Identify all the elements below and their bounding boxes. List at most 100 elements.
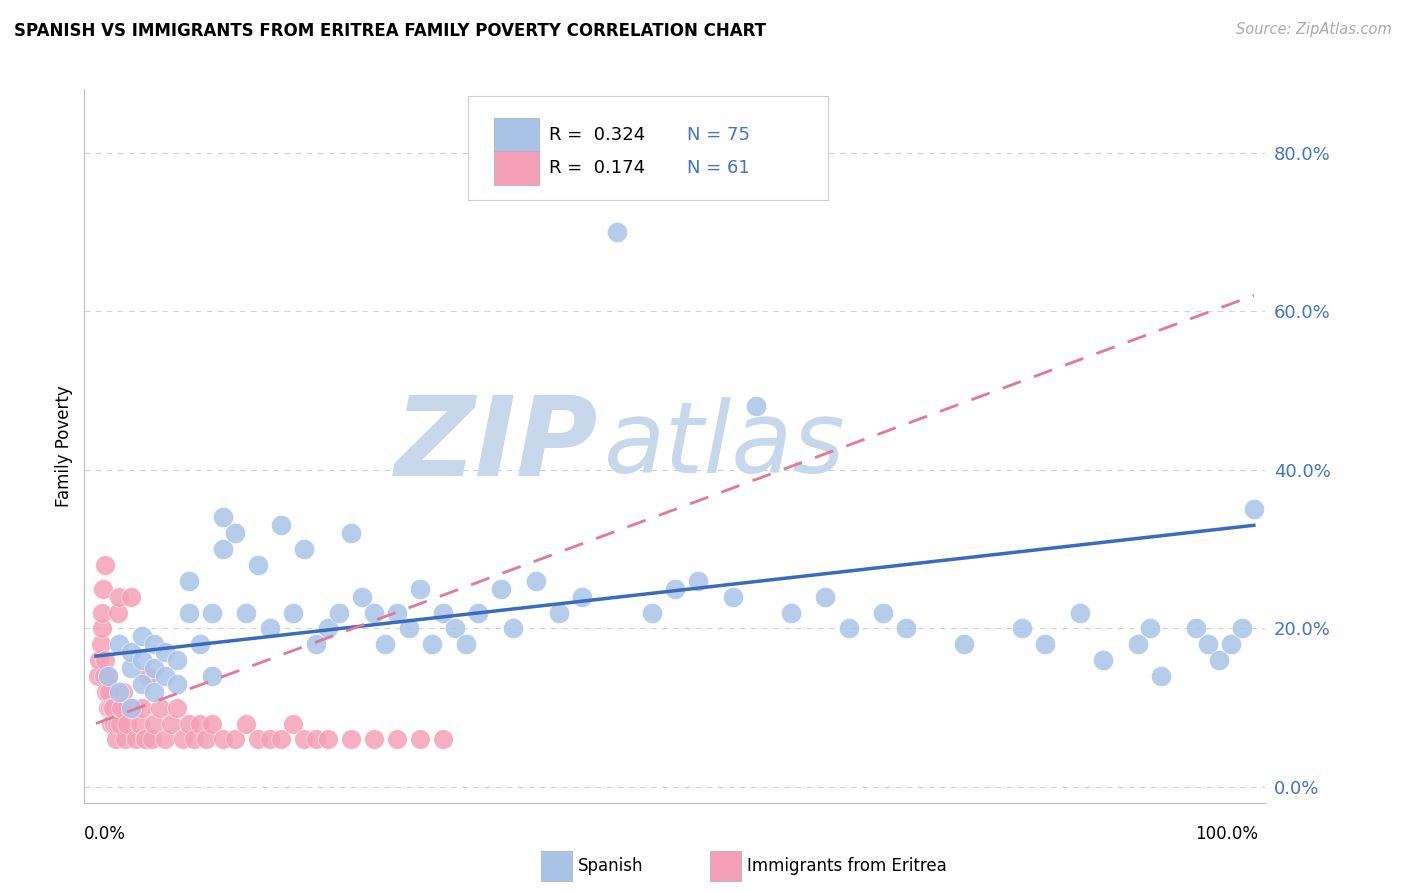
Point [212, 732, 235, 747]
Point [339, 526, 361, 541]
Point [1232, 621, 1254, 635]
Point [721, 590, 744, 604]
Point [259, 621, 281, 635]
Point [94, 653, 117, 667]
FancyBboxPatch shape [468, 96, 828, 200]
Point [87, 669, 110, 683]
Point [115, 716, 138, 731]
Point [89, 653, 111, 667]
Point [183, 732, 205, 747]
Point [131, 653, 153, 667]
Point [212, 542, 235, 557]
Text: N = 75: N = 75 [686, 126, 749, 144]
Point [177, 716, 200, 731]
Point [142, 661, 165, 675]
Point [409, 732, 432, 747]
Point [316, 732, 339, 747]
Point [548, 606, 571, 620]
Point [141, 732, 163, 747]
Point [686, 574, 709, 588]
Point [90, 606, 112, 620]
Point [1011, 621, 1033, 635]
Point [432, 606, 454, 620]
Point [281, 716, 304, 731]
Point [104, 732, 127, 747]
Y-axis label: Family Poverty: Family Poverty [55, 385, 73, 507]
Point [270, 732, 292, 747]
Point [131, 700, 153, 714]
Point [142, 685, 165, 699]
Point [155, 669, 177, 683]
Point [177, 606, 200, 620]
Point [363, 606, 385, 620]
Point [328, 606, 350, 620]
Point [120, 661, 142, 675]
Point [194, 732, 217, 747]
Point [467, 606, 489, 620]
Point [131, 629, 153, 643]
Point [131, 677, 153, 691]
Text: R =  0.174: R = 0.174 [548, 160, 644, 178]
Point [120, 590, 142, 604]
Point [101, 700, 124, 714]
Point [105, 716, 128, 731]
Point [125, 732, 148, 747]
Point [90, 621, 112, 635]
Point [155, 645, 177, 659]
Point [420, 637, 443, 651]
Point [779, 606, 801, 620]
Point [94, 558, 117, 572]
Text: Spanish: Spanish [578, 857, 644, 875]
Point [305, 732, 328, 747]
Text: ZIP: ZIP [395, 392, 598, 500]
Point [90, 637, 112, 651]
Point [120, 645, 142, 659]
Point [456, 637, 478, 651]
Point [108, 685, 131, 699]
Point [838, 621, 860, 635]
Point [606, 225, 628, 239]
Point [896, 621, 918, 635]
Point [96, 669, 118, 683]
Text: Source: ZipAtlas.com: Source: ZipAtlas.com [1236, 22, 1392, 37]
Point [188, 716, 211, 731]
Point [444, 621, 467, 635]
Point [1197, 637, 1219, 651]
Point [247, 732, 270, 747]
Point [201, 669, 224, 683]
Point [1185, 621, 1208, 635]
Point [114, 732, 136, 747]
Point [107, 606, 129, 620]
Point [100, 716, 122, 731]
Point [142, 637, 165, 651]
Point [166, 700, 188, 714]
Point [177, 574, 200, 588]
Point [224, 732, 246, 747]
Point [136, 669, 159, 683]
Point [166, 677, 188, 691]
Point [1219, 637, 1241, 651]
Point [235, 716, 257, 731]
Point [292, 542, 315, 557]
Point [270, 518, 292, 533]
Point [664, 582, 686, 596]
Text: R =  0.324: R = 0.324 [548, 126, 645, 144]
Point [502, 621, 524, 635]
Point [385, 732, 408, 747]
Point [292, 732, 315, 747]
Point [316, 621, 339, 635]
Point [385, 606, 408, 620]
Point [1126, 637, 1149, 651]
Point [201, 716, 224, 731]
Point [111, 685, 134, 699]
Point [1069, 606, 1091, 620]
Point [134, 732, 156, 747]
Point [398, 621, 420, 635]
Point [872, 606, 894, 620]
Point [97, 685, 120, 699]
Point [432, 732, 454, 747]
Point [110, 716, 132, 731]
Point [524, 574, 547, 588]
Point [129, 716, 152, 731]
Point [571, 590, 593, 604]
